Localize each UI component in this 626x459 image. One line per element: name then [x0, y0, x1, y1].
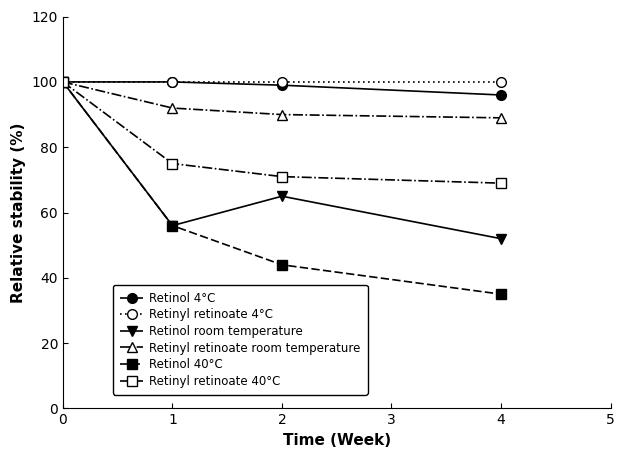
- Retinyl retinoate room temperature: [497, 115, 505, 121]
- Line: Retinol room temperature: Retinol room temperature: [58, 77, 506, 244]
- Retinol 4°C: [59, 79, 66, 84]
- Retinol 40°C: [497, 291, 505, 297]
- Retinyl retinoate 40°C: [278, 174, 285, 179]
- Retinyl retinoate room temperature: [168, 105, 176, 111]
- Retinol room temperature: [168, 223, 176, 229]
- Retinyl retinoate room temperature: [59, 79, 66, 84]
- Legend: Retinol 4°C, Retinyl retinoate 4°C, Retinol room temperature, Retinyl retinoate : Retinol 4°C, Retinyl retinoate 4°C, Reti…: [113, 285, 367, 395]
- Retinyl retinoate 4°C: [59, 79, 66, 84]
- Retinyl retinoate 4°C: [278, 79, 285, 84]
- Retinol room temperature: [59, 79, 66, 84]
- Y-axis label: Relative stability (%): Relative stability (%): [11, 123, 26, 303]
- Retinyl retinoate 40°C: [59, 79, 66, 84]
- Retinol room temperature: [497, 236, 505, 241]
- X-axis label: Time (Week): Time (Week): [283, 433, 391, 448]
- Line: Retinyl retinoate 4°C: Retinyl retinoate 4°C: [58, 77, 506, 87]
- Retinyl retinoate room temperature: [278, 112, 285, 118]
- Retinol 4°C: [278, 83, 285, 88]
- Retinyl retinoate 40°C: [168, 161, 176, 166]
- Retinol 40°C: [278, 262, 285, 268]
- Retinol 40°C: [168, 223, 176, 229]
- Retinol 40°C: [59, 79, 66, 84]
- Retinol 4°C: [168, 79, 176, 84]
- Line: Retinyl retinoate 40°C: Retinyl retinoate 40°C: [58, 77, 506, 188]
- Retinyl retinoate 40°C: [497, 180, 505, 186]
- Line: Retinol 4°C: Retinol 4°C: [58, 77, 506, 100]
- Retinol 4°C: [497, 92, 505, 98]
- Retinyl retinoate 4°C: [497, 79, 505, 84]
- Line: Retinol 40°C: Retinol 40°C: [58, 77, 506, 299]
- Retinol room temperature: [278, 193, 285, 199]
- Retinyl retinoate 4°C: [168, 79, 176, 84]
- Line: Retinyl retinoate room temperature: Retinyl retinoate room temperature: [58, 77, 506, 123]
